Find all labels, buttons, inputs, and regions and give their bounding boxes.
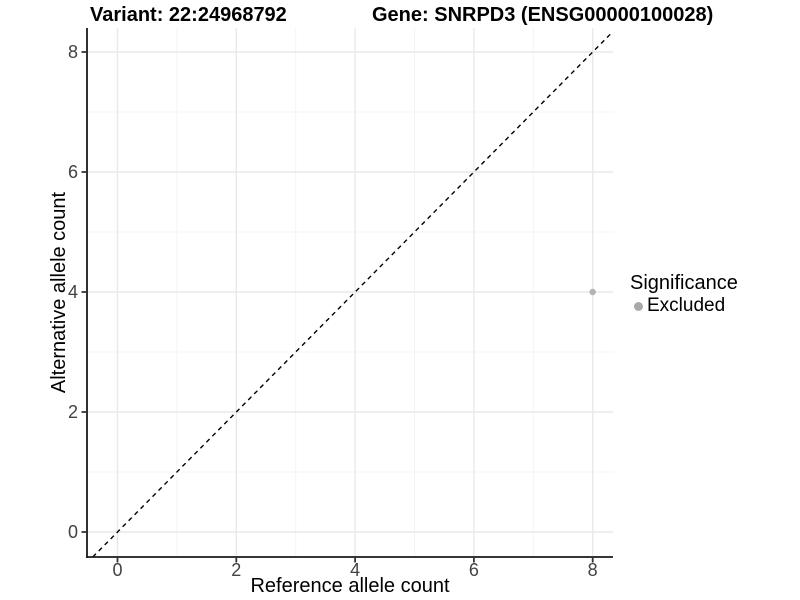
data-point-excluded	[589, 288, 596, 296]
plot-title-gene: Gene: SNRPD3 (ENSG00000100028)	[372, 4, 714, 26]
legend-point-icon	[634, 301, 643, 311]
y-axis-label: Alternative allele count	[48, 191, 71, 393]
legend-title: Significance	[630, 272, 738, 294]
x-tick-label: 4	[350, 560, 361, 580]
legend-entry-excluded: Excluded	[630, 296, 738, 316]
y-tick-label: 6	[67, 162, 78, 182]
x-tick-label: 0	[112, 560, 123, 580]
x-tick-label: 2	[231, 560, 242, 580]
legend: Significance Excluded	[630, 272, 738, 316]
y-tick-label: 4	[67, 282, 78, 302]
x-tick-label: 6	[468, 560, 479, 580]
legend-entry-label: Excluded	[647, 295, 726, 316]
y-tick-label: 8	[67, 42, 78, 62]
y-axis-label-wrap: Alternative allele count	[46, 0, 74, 584]
x-axis-label: Reference allele count	[250, 575, 450, 597]
plot-title-variant: Variant: 22:24968792	[90, 4, 287, 26]
y-tick-label: 0	[67, 522, 78, 542]
x-tick-label: 8	[587, 560, 598, 580]
y-tick-label: 2	[67, 402, 78, 422]
identity-line	[92, 31, 614, 558]
